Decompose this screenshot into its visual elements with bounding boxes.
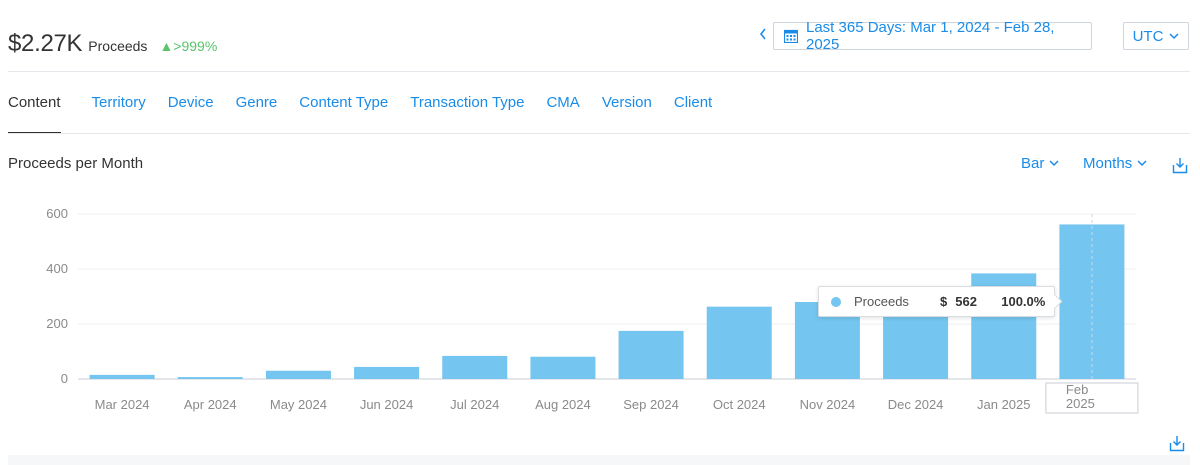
y-tick-label: 400: [46, 261, 68, 276]
x-tick-label: Jul 2024: [450, 397, 499, 412]
chart-type-dropdown[interactable]: Bar: [1021, 155, 1059, 172]
tab-transaction-type[interactable]: Transaction Type: [410, 94, 525, 111]
chevron-left-icon[interactable]: [758, 26, 772, 46]
bar-sep-2024[interactable]: [618, 330, 684, 379]
chart-tooltip: Proceeds $ 562 100.0%: [818, 286, 1055, 317]
x-tick-label: Jan 2025: [977, 397, 1031, 412]
x-tick-label: Apr 2024: [184, 397, 237, 412]
chevron-down-icon: [1137, 160, 1147, 167]
x-tick-label: May 2024: [270, 397, 327, 412]
x-tick-label: 2025: [1066, 396, 1095, 411]
tooltip-currency: $: [940, 294, 948, 309]
tab-client[interactable]: Client: [673, 94, 713, 111]
calendar-icon: [784, 29, 798, 43]
tooltip-amount: 562: [955, 294, 977, 309]
download-icon[interactable]: [1172, 156, 1188, 174]
tab-device[interactable]: Device: [167, 94, 214, 111]
x-tick-label: Mar 2024: [95, 397, 150, 412]
bar-mar-2024[interactable]: [89, 374, 155, 379]
period-label: Months: [1083, 155, 1133, 172]
y-tick-label: 200: [46, 316, 68, 331]
tabs-divider: [8, 133, 1190, 134]
period-dropdown[interactable]: Months: [1083, 155, 1147, 172]
x-tick-label: Dec 2024: [888, 397, 944, 412]
bar-jun-2024[interactable]: [354, 366, 420, 379]
chevron-down-icon: [1049, 160, 1059, 167]
header-divider: [8, 71, 1190, 72]
x-tick-label: Aug 2024: [535, 397, 591, 412]
tab-territory[interactable]: Territory: [91, 94, 146, 111]
tooltip-percent: 100.0%: [1001, 294, 1046, 309]
bar-dec-2024[interactable]: [883, 314, 949, 379]
series-dot: [831, 296, 841, 307]
tab-content-type[interactable]: Content Type: [299, 94, 389, 111]
x-tick-label: Oct 2024: [713, 397, 766, 412]
y-tick-label: 600: [46, 206, 68, 221]
chevron-down-icon: [1169, 32, 1179, 40]
summary: $2.27K Proceeds ▲>999%: [8, 30, 217, 58]
bar-oct-2024[interactable]: [706, 306, 772, 379]
chart-type-label: Bar: [1021, 155, 1045, 172]
date-range-label: Last 365 Days: Mar 1, 2024 - Feb 28, 202…: [806, 19, 1055, 53]
date-range-picker[interactable]: Last 365 Days: Mar 1, 2024 - Feb 28, 202…: [773, 19, 1092, 53]
timezone-dropdown[interactable]: UTC: [1123, 22, 1189, 50]
x-tick-label: Feb: [1066, 382, 1088, 397]
footer-strip: [8, 455, 1190, 465]
proceeds-bar-chart: 0 200 400 600 Mar 2024 Apr 2024 May 2024 Jun 20…: [46, 206, 1139, 414]
tab-version[interactable]: Version: [601, 94, 652, 111]
x-tick-label: Nov 2024: [800, 397, 856, 412]
bar-may-2024[interactable]: [265, 370, 331, 379]
tab-content[interactable]: Content: [8, 94, 61, 134]
bar-aug-2024[interactable]: [530, 356, 596, 379]
change-badge: ▲>999%: [159, 38, 218, 54]
x-tick-highlight: [1045, 382, 1139, 414]
bar-feb-2025[interactable]: [1059, 224, 1125, 379]
timezone-label: UTC: [1132, 27, 1164, 45]
download-icon[interactable]: [1169, 434, 1185, 452]
tab-cma[interactable]: CMA: [546, 94, 580, 111]
bar-jul-2024[interactable]: [442, 355, 508, 379]
chart-title: Proceeds per Month: [8, 155, 144, 172]
total-proceeds-value: $2.27K: [8, 30, 83, 57]
tab-genre[interactable]: Genre: [235, 94, 278, 111]
dimension-tabs: Content Territory Device Genre Content T…: [8, 94, 734, 134]
x-tick-label: Sep 2024: [623, 397, 679, 412]
y-tick-label: 0: [61, 371, 68, 386]
bar-apr-2024[interactable]: [177, 377, 243, 379]
x-tick-label: Jun 2024: [360, 397, 414, 412]
tooltip-series-name: Proceeds: [854, 294, 909, 309]
total-proceeds-label: Proceeds: [88, 38, 148, 54]
